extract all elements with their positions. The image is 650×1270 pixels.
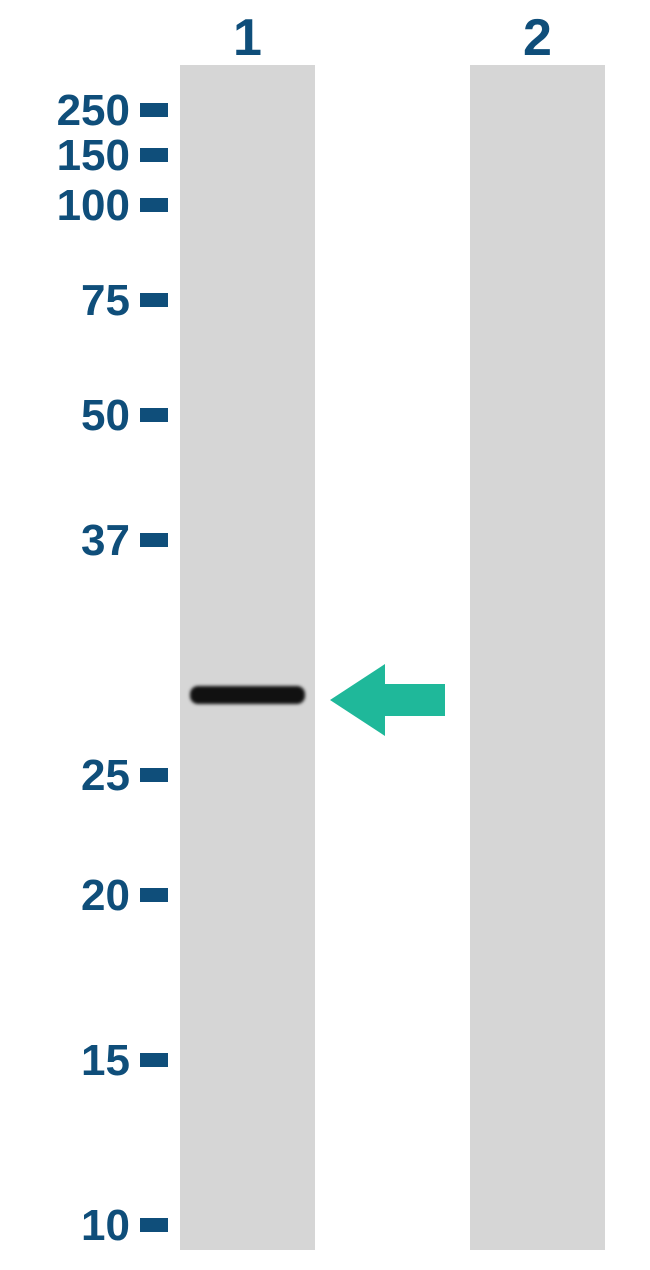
lane-1 [180, 65, 315, 1250]
mw-tick-25 [140, 768, 168, 782]
mw-tick-20 [140, 888, 168, 902]
mw-label-10: 10 [81, 1201, 130, 1251]
mw-label-150: 150 [57, 131, 130, 181]
mw-tick-10 [140, 1218, 168, 1232]
lane-2-header: 2 [470, 8, 605, 68]
band-lane1 [190, 686, 305, 704]
mw-label-100: 100 [57, 181, 130, 231]
western-blot: 1 2 250150100 75 50 37 25 20 15 10 [0, 0, 650, 1270]
mw-tick-250 [140, 103, 168, 117]
mw-tick-150 [140, 148, 168, 162]
mw-label-250: 250 [57, 86, 130, 136]
mw-label-37: 37 [81, 516, 130, 566]
mw-label-50: 50 [81, 391, 130, 441]
mw-label-15: 15 [81, 1036, 130, 1086]
mw-tick-75 [140, 293, 168, 307]
target-arrow [330, 664, 445, 736]
arrow-left-icon [330, 664, 445, 736]
mw-tick-37 [140, 533, 168, 547]
mw-tick-100 [140, 198, 168, 212]
lane-1-header: 1 [180, 8, 315, 68]
mw-label-20: 20 [81, 871, 130, 921]
mw-tick-15 [140, 1053, 168, 1067]
mw-label-25: 25 [81, 751, 130, 801]
mw-label-75: 75 [81, 276, 130, 326]
mw-tick-50 [140, 408, 168, 422]
lane-2 [470, 65, 605, 1250]
